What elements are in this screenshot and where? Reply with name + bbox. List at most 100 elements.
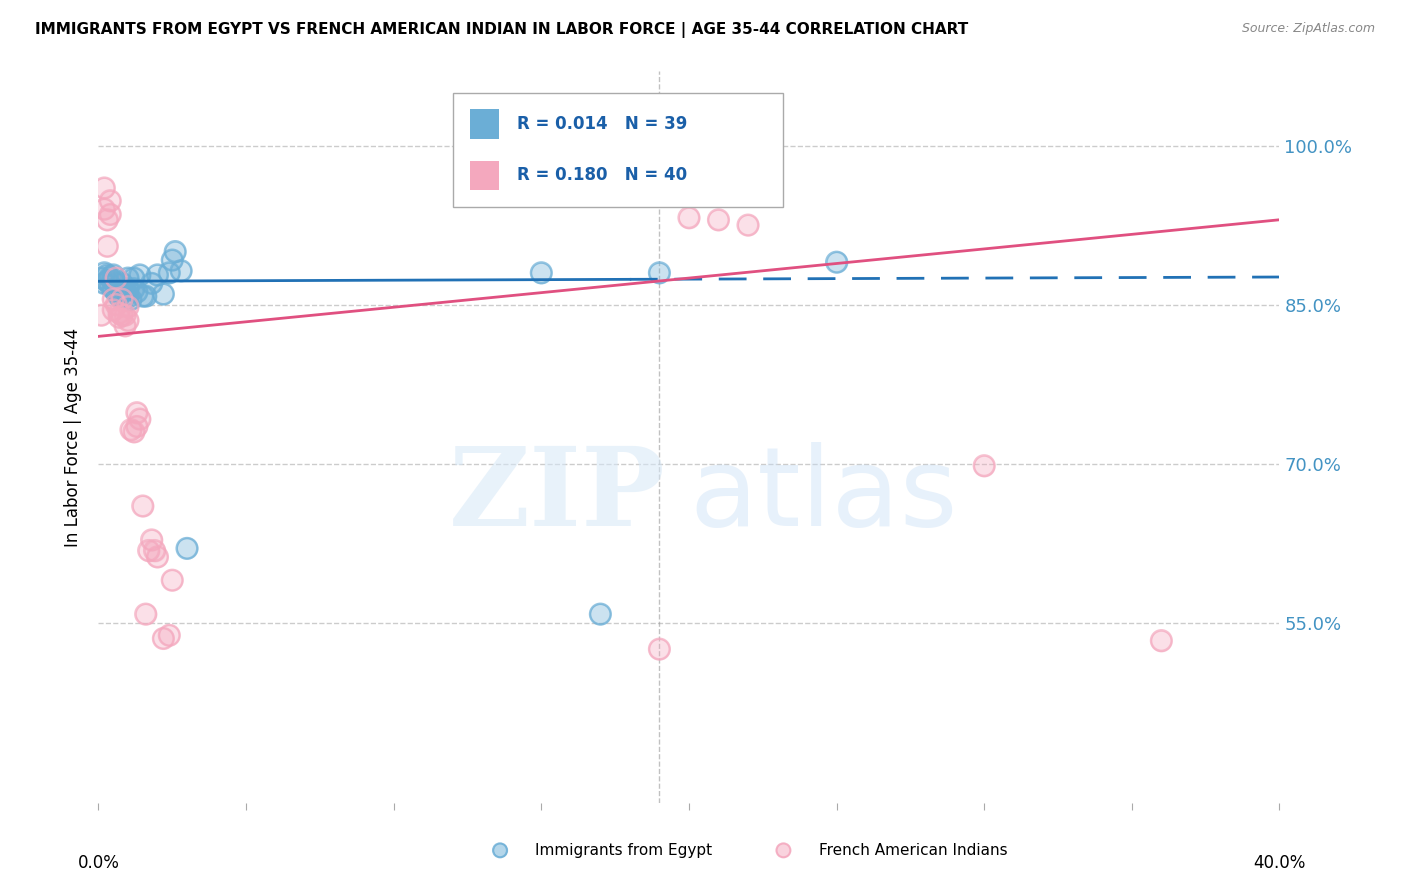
Point	[93, 202, 115, 216]
Point	[648, 642, 671, 657]
Point	[678, 211, 700, 225]
Point	[111, 277, 134, 291]
Point	[122, 271, 145, 285]
Point	[90, 308, 112, 322]
Point	[117, 290, 139, 304]
Point	[138, 543, 160, 558]
Point	[103, 268, 125, 282]
Point	[141, 533, 163, 547]
Point	[146, 549, 169, 564]
Text: French American Indians: French American Indians	[818, 843, 1008, 858]
Point	[132, 289, 155, 303]
Point	[114, 289, 136, 303]
Point	[707, 212, 730, 227]
Point	[93, 277, 115, 291]
Point	[105, 285, 128, 299]
Point	[117, 313, 139, 327]
Point	[162, 573, 183, 587]
Point	[125, 419, 148, 434]
Point	[648, 266, 671, 280]
Point	[93, 277, 115, 291]
Point	[589, 607, 612, 621]
Point	[146, 268, 169, 282]
Point	[96, 212, 118, 227]
Point	[143, 543, 166, 558]
Point	[141, 277, 163, 291]
Point	[93, 181, 115, 195]
Point	[98, 270, 121, 285]
Point	[122, 282, 145, 296]
Point	[114, 318, 136, 333]
Text: ZIP: ZIP	[449, 442, 665, 549]
Point	[1150, 633, 1173, 648]
Point	[105, 277, 128, 291]
Point	[122, 282, 145, 296]
Point	[120, 293, 142, 307]
Point	[128, 412, 150, 426]
Point	[108, 310, 131, 325]
Point	[111, 293, 134, 307]
Point	[117, 300, 139, 314]
Point	[707, 212, 730, 227]
Point	[114, 308, 136, 322]
Point	[98, 278, 121, 293]
Point	[165, 244, 187, 259]
Point	[825, 255, 848, 269]
Point	[530, 266, 553, 280]
Point	[152, 287, 174, 301]
Point	[98, 270, 121, 285]
Text: R = 0.014   N = 39: R = 0.014 N = 39	[516, 115, 688, 133]
Point	[135, 289, 157, 303]
Point	[162, 253, 183, 268]
Point	[93, 266, 115, 280]
Point	[103, 274, 125, 288]
Point	[114, 318, 136, 333]
Point	[122, 425, 145, 439]
Point	[103, 282, 125, 296]
Point	[114, 284, 136, 298]
Point	[117, 300, 139, 314]
Point	[157, 266, 180, 280]
Point	[111, 285, 134, 299]
Point	[678, 211, 700, 225]
Point	[117, 271, 139, 285]
Point	[105, 297, 128, 311]
Point	[122, 425, 145, 439]
Point	[146, 268, 169, 282]
Point	[138, 543, 160, 558]
Point	[162, 573, 183, 587]
Point	[98, 207, 121, 221]
Point	[132, 499, 155, 513]
Point	[128, 268, 150, 282]
Point	[152, 632, 174, 646]
Point	[98, 207, 121, 221]
Point	[125, 285, 148, 299]
Point	[108, 289, 131, 303]
Point	[96, 212, 118, 227]
Point	[111, 308, 134, 322]
Point	[120, 423, 142, 437]
Point	[132, 289, 155, 303]
FancyBboxPatch shape	[471, 110, 499, 138]
Point	[125, 285, 148, 299]
Point	[90, 271, 112, 285]
Point	[117, 313, 139, 327]
Point	[103, 282, 125, 296]
Point	[973, 458, 995, 473]
Point	[122, 271, 145, 285]
Point	[157, 628, 180, 642]
Point	[117, 271, 139, 285]
Point	[90, 271, 112, 285]
Point	[170, 263, 193, 277]
Text: atlas: atlas	[689, 442, 957, 549]
Point	[111, 277, 134, 291]
Point	[176, 541, 198, 556]
Point	[128, 412, 150, 426]
Point	[162, 253, 183, 268]
Point	[825, 255, 848, 269]
Text: Source: ZipAtlas.com: Source: ZipAtlas.com	[1241, 22, 1375, 36]
Point	[108, 310, 131, 325]
FancyBboxPatch shape	[471, 161, 499, 190]
Point	[141, 533, 163, 547]
Point	[96, 268, 118, 282]
